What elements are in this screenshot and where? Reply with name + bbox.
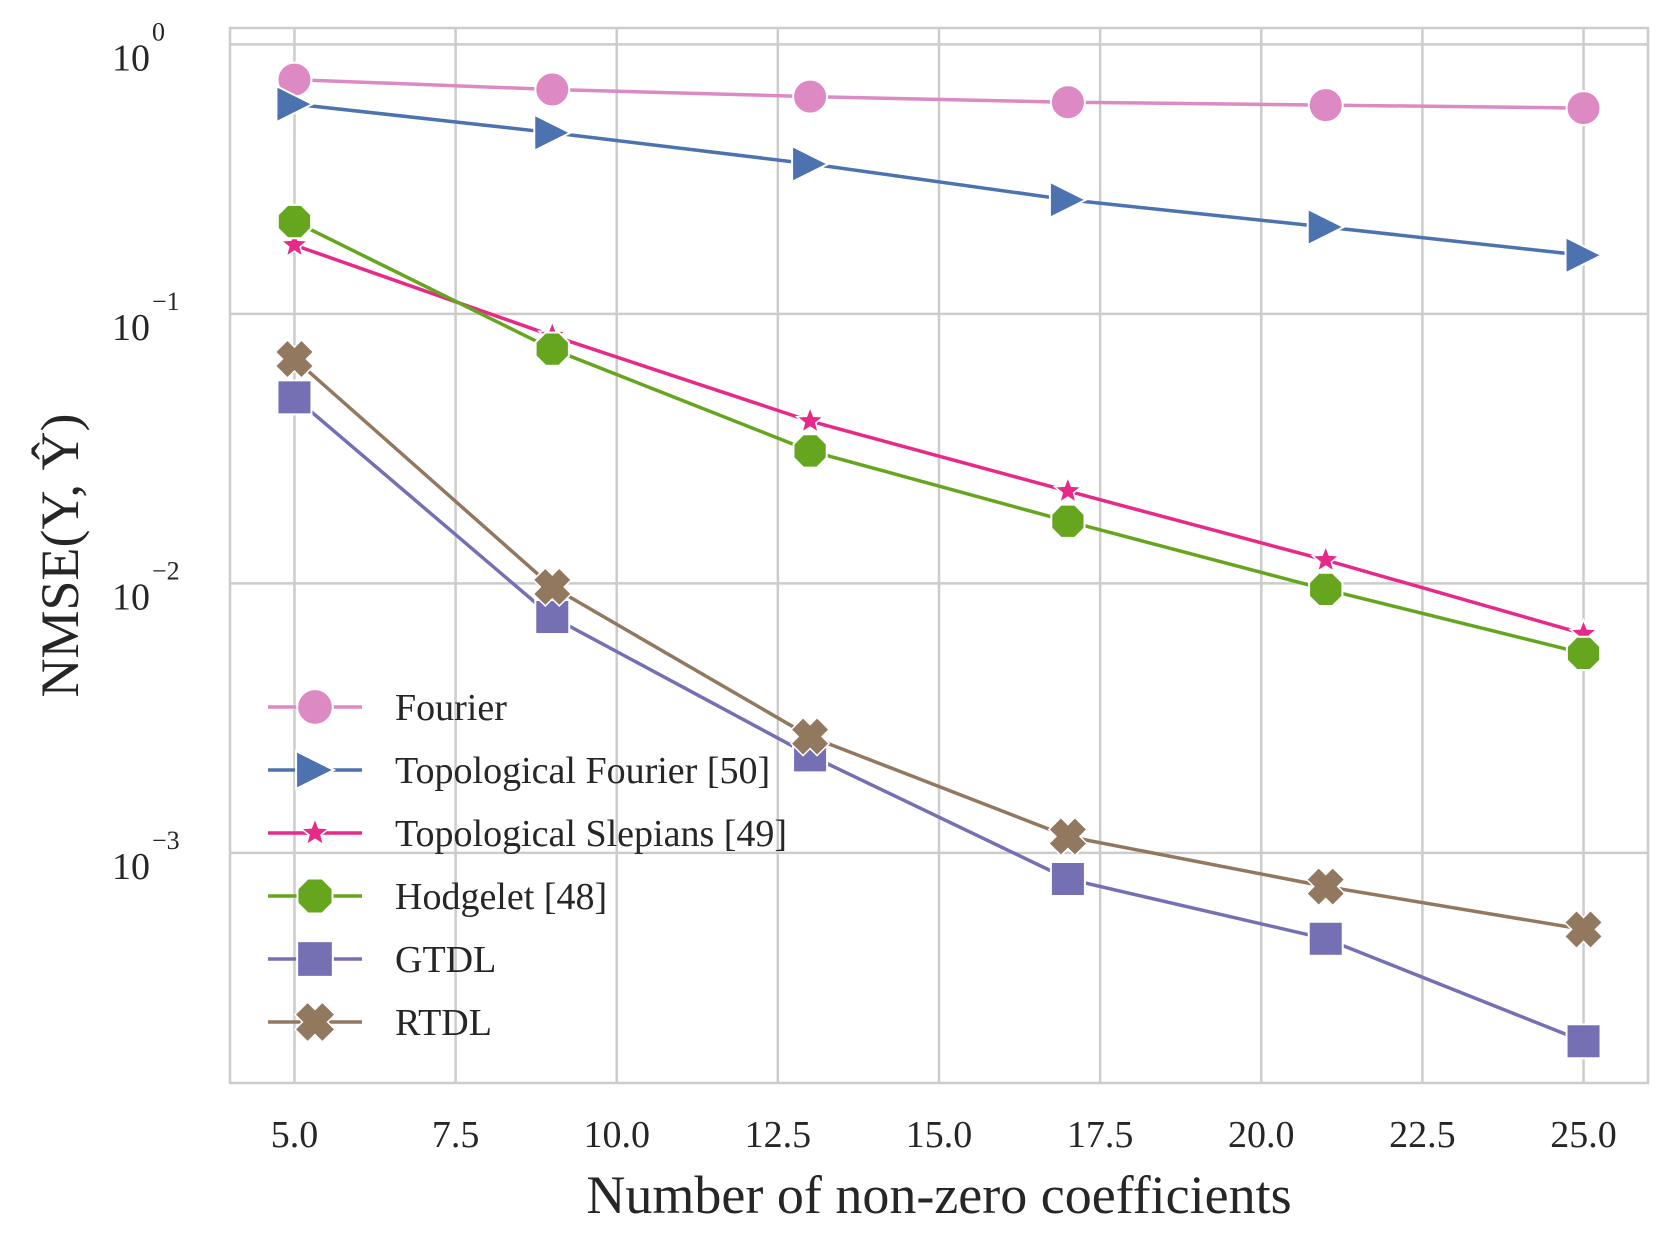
legend-entry: Fourier — [268, 687, 507, 729]
data-point — [276, 379, 313, 416]
data-point — [792, 433, 828, 469]
data-point — [1563, 909, 1604, 950]
y-tick-label: 10−1 — [112, 287, 180, 349]
y-tick-base: 10 — [112, 307, 150, 349]
data-point — [1050, 503, 1086, 539]
y-axis-label: NMSE(Y, Ŷ) — [30, 413, 90, 697]
series-4 — [276, 379, 1602, 1060]
x-axis-ticks: 5.0 7.5 10.0 12.5 15.0 17.5 20.0 22.5 25.0 — [271, 1114, 1617, 1156]
data-point — [534, 599, 571, 636]
data-point — [275, 84, 315, 124]
legend-entry: Topological Fourier [50] — [268, 749, 770, 792]
series-line — [293, 220, 1584, 655]
data-point — [1308, 571, 1344, 607]
data-point — [1564, 235, 1604, 275]
legend-label: Topological Slepians [49] — [395, 813, 787, 855]
x-tick-label: 10.0 — [583, 1114, 650, 1156]
data-point — [1565, 635, 1602, 671]
data-point — [534, 331, 570, 367]
legend-marker — [296, 877, 334, 915]
data-point — [1048, 180, 1089, 220]
legend-marker — [296, 688, 334, 726]
legend: Fourier Topological Fourier [50] Topologic… — [268, 687, 787, 1044]
x-tick-label: 17.5 — [1067, 1114, 1134, 1156]
data-point — [1052, 475, 1084, 505]
y-tick-label: 10−2 — [112, 556, 180, 618]
data-point — [1307, 920, 1344, 957]
data-point — [790, 716, 831, 757]
legend-label: GTDL — [395, 939, 496, 981]
data-point — [1306, 207, 1346, 247]
legend-label: Fourier — [395, 687, 507, 729]
legend-marker — [299, 816, 331, 847]
legend-label: RTDL — [395, 1002, 492, 1044]
series-line — [294, 77, 1584, 110]
legend-label: Topological Fourier [50] — [395, 750, 770, 792]
x-tick-label: 12.5 — [745, 1114, 812, 1156]
data-point — [794, 404, 826, 435]
series-1 — [275, 84, 1604, 275]
x-tick-label: 15.0 — [906, 1114, 973, 1156]
series-0 — [276, 61, 1602, 127]
y-tick-exponent: −1 — [152, 287, 180, 316]
plot-series — [274, 61, 1604, 1060]
y-tick-label: 100 — [112, 17, 165, 79]
plot-frame — [228, 26, 1650, 1085]
series-line — [293, 396, 1585, 1043]
y-tick-base: 10 — [112, 846, 150, 888]
legend-entry: Hodgelet [48] — [268, 876, 607, 918]
data-point — [1310, 544, 1341, 574]
legend-marker — [293, 1000, 337, 1044]
y-tick-label: 10−3 — [112, 826, 180, 888]
data-point — [1565, 90, 1602, 127]
x-tick-label: 25.0 — [1550, 1114, 1617, 1156]
y-tick-exponent: −3 — [152, 826, 180, 855]
legend-entry: Topological Slepians [49] — [268, 813, 787, 855]
legend-entry: GTDL — [268, 939, 496, 981]
data-point — [1565, 1023, 1602, 1060]
x-axis-label: Number of non-zero coefficients — [586, 1165, 1291, 1225]
legend-marker — [296, 940, 334, 978]
x-tick-label: 22.5 — [1389, 1114, 1456, 1156]
x-tick-label: 7.5 — [432, 1114, 480, 1156]
data-point — [534, 71, 571, 108]
data-point — [1307, 87, 1344, 124]
y-tick-base: 10 — [112, 576, 150, 618]
data-point — [1047, 816, 1088, 857]
series-5 — [274, 338, 1604, 950]
y-tick-exponent: −2 — [152, 556, 180, 585]
data-point — [792, 78, 829, 115]
series-line — [294, 102, 1584, 258]
legend-label: Hodgelet [48] — [395, 876, 607, 918]
legend-marker — [295, 749, 337, 791]
x-tick-label: 20.0 — [1228, 1114, 1295, 1156]
series-line — [293, 357, 1584, 932]
data-point — [1049, 84, 1086, 121]
grid-lines — [230, 28, 1648, 1083]
series-3 — [276, 203, 1602, 671]
data-point — [1049, 860, 1086, 897]
data-point — [1305, 866, 1346, 907]
x-tick-label: 5.0 — [271, 1114, 319, 1156]
y-tick-base: 10 — [112, 37, 150, 79]
data-point — [533, 113, 573, 153]
y-tick-exponent: 0 — [152, 17, 165, 46]
series-line — [293, 243, 1584, 636]
data-point — [274, 338, 315, 380]
data-point — [276, 203, 313, 240]
data-point — [532, 566, 573, 607]
data-point — [279, 229, 310, 259]
data-point — [791, 144, 831, 184]
legend-entry: RTDL — [268, 1000, 492, 1044]
